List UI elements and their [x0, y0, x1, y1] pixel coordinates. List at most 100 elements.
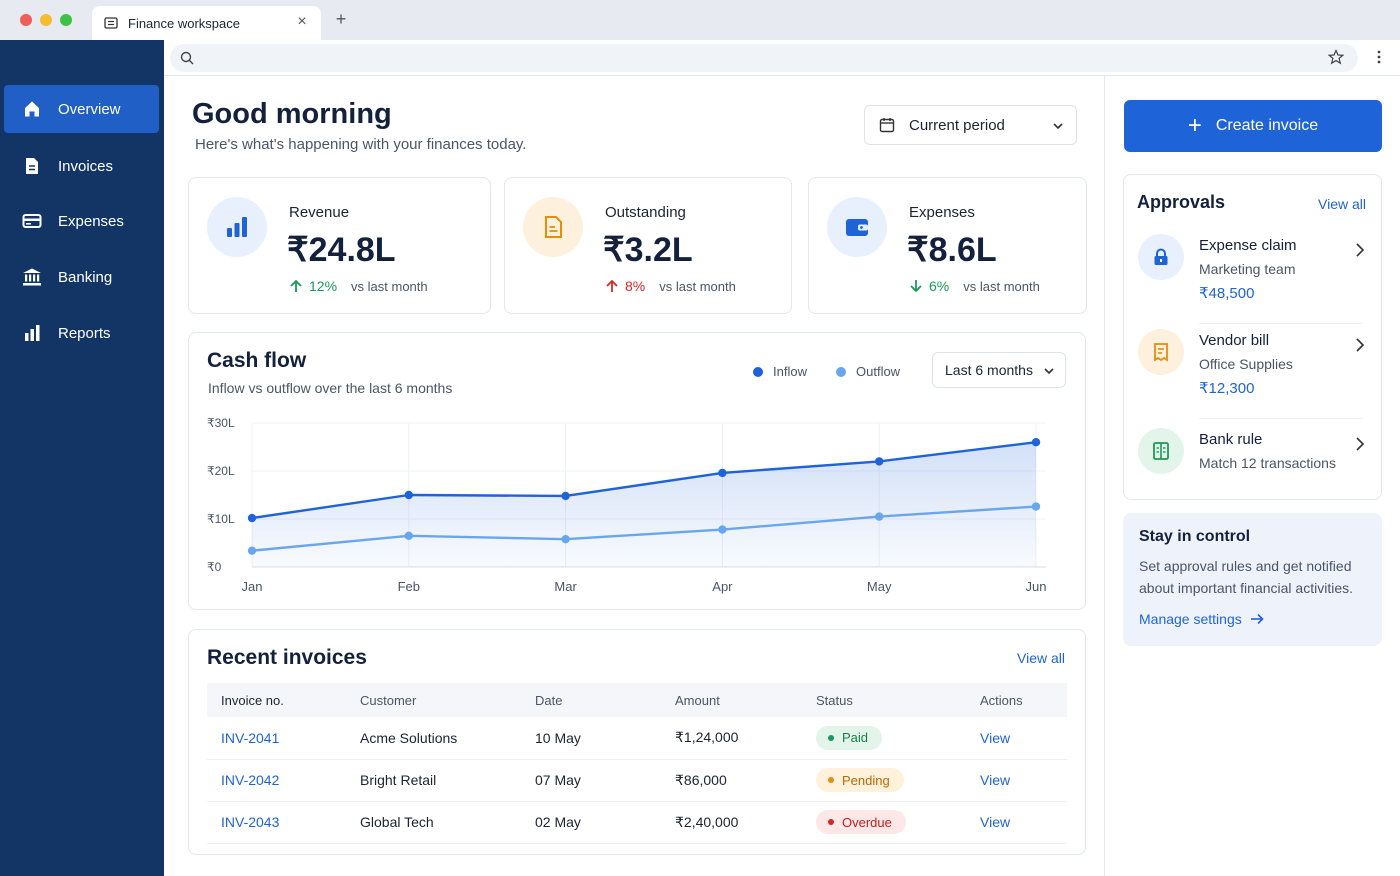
more-vertical-icon[interactable]: [1372, 49, 1386, 65]
stat-icon-circle: [523, 197, 583, 257]
arrow-right-icon: [1250, 613, 1264, 625]
status-text: Overdue: [842, 814, 892, 830]
column-header-actions: Actions: [980, 692, 1023, 708]
series-line-outflow: [251, 505, 1037, 552]
approval-icon-circle: [1138, 428, 1184, 474]
sidebar-item-invoices[interactable]: Invoices: [4, 142, 159, 190]
view-invoice-link[interactable]: View: [980, 729, 1011, 746]
data-point-outflow: [875, 512, 884, 521]
range-select[interactable]: Last 6 months: [932, 352, 1066, 388]
inflow-area: [252, 442, 1036, 567]
stat-trend: 12% vs last month: [289, 278, 428, 294]
stat-compare: vs last month: [963, 278, 1040, 294]
search-icon: [180, 51, 194, 65]
stat-change: 12%: [309, 278, 338, 294]
stat-label: Expenses: [909, 204, 975, 221]
y-tick-label: ₹20L: [207, 464, 235, 478]
invoice-id-link[interactable]: INV-2043: [221, 814, 280, 830]
range-select-value: Last 6 months: [945, 362, 1033, 378]
data-point-inflow: [718, 468, 727, 478]
approvals-view-all-link[interactable]: View all: [1318, 196, 1366, 212]
sidebar-item-label: Overview: [58, 100, 121, 118]
status-badge: Paid: [816, 725, 883, 750]
amount-cell: ₹1,24,000: [661, 717, 802, 760]
invoices-view-all-link[interactable]: View all: [1017, 650, 1065, 666]
view-invoice-link[interactable]: View: [980, 814, 1011, 830]
credit-card-icon: [22, 214, 42, 228]
invoice-id-link[interactable]: INV-2042: [221, 772, 280, 788]
status-dot: [828, 734, 834, 741]
customer-cell: Global Tech: [346, 801, 521, 844]
chevron-right-icon: [1356, 338, 1365, 352]
sidebar-item-overview[interactable]: Overview: [4, 85, 159, 133]
stat-card-outstanding: Outstanding ₹3.2L 8% vs last month: [504, 177, 792, 314]
sidebar-item-reports[interactable]: Reports: [4, 309, 159, 357]
chevron-down-icon: [1044, 368, 1054, 375]
data-point-outflow: [247, 546, 257, 555]
stat-label: Revenue: [289, 204, 350, 221]
approval-item-bank-rule[interactable]: Bank rule Match 12 transactions: [1124, 428, 1381, 484]
new-tab-button[interactable]: +: [335, 9, 347, 29]
legend-inflow-swatch: [753, 366, 763, 377]
recent-invoices-title: Recent invoices: [207, 646, 367, 669]
bookmark-star-icon[interactable]: [1328, 49, 1344, 65]
table-row: INV-2042 Bright Retail 07 May ₹86,000 Pendin…: [207, 759, 1067, 802]
arrow-up-icon: [606, 279, 618, 292]
minimize-window-button[interactable]: [40, 14, 52, 26]
create-invoice-button[interactable]: + Create invoice: [1124, 100, 1382, 152]
address-field[interactable]: [170, 44, 1358, 72]
approval-item-vendor-bill[interactable]: Vendor bill Office Supplies ₹12,300: [1124, 329, 1381, 419]
divider: [1199, 418, 1363, 419]
manage-settings-link[interactable]: Manage settings: [1139, 611, 1264, 627]
approval-amount: ₹12,300: [1199, 380, 1255, 397]
chevron-right-icon: [1356, 437, 1365, 451]
sidebar-item-expenses[interactable]: Expenses: [4, 197, 159, 245]
legend-outflow-label: Outflow: [856, 364, 901, 379]
period-select[interactable]: Current period: [864, 105, 1077, 145]
recent-invoices-card: Recent invoices View all Invoice no. Cus…: [188, 629, 1086, 855]
cashflow-chart: ₹0 ₹10L ₹20L ₹30L Jan Feb Mar Apr May Jun: [207, 416, 1046, 594]
approval-subtitle: Marketing team: [1199, 261, 1296, 277]
approval-amount: ₹48,500: [1199, 285, 1255, 302]
stay-title: Stay in control: [1139, 528, 1251, 545]
view-invoice-link[interactable]: View: [980, 772, 1011, 788]
chevron-down-icon: [1053, 123, 1063, 130]
series-line-inflow: [251, 441, 1037, 520]
maximize-window-button[interactable]: [60, 14, 72, 26]
bill-icon: [1154, 343, 1168, 362]
stat-icon-circle: [207, 197, 267, 257]
approval-icon-circle: [1138, 329, 1184, 375]
stat-value: ₹8.6L: [907, 231, 997, 269]
status-dot: [828, 777, 834, 783]
date: 10 May: [535, 729, 581, 746]
approval-subtitle: Match 12 transactions: [1199, 455, 1336, 471]
lock-icon: [1154, 248, 1168, 265]
sidebar-item-label: Banking: [58, 268, 113, 286]
stat-card-revenue: Revenue ₹24.8L 12% vs last month: [188, 177, 491, 314]
browser-tab[interactable]: Finance workspace ×: [92, 6, 321, 40]
stat-trend: 6% vs last month: [909, 278, 1040, 294]
customer: Bright Retail: [360, 772, 437, 788]
manage-settings-label: Manage settings: [1139, 611, 1242, 627]
table-header-row: Invoice no. Customer Date Amount Status …: [207, 683, 1067, 717]
status-dot: [828, 819, 834, 825]
date-cell: 10 May: [521, 717, 661, 760]
page-subtitle: Here's what's happening with your financ…: [195, 136, 527, 153]
approval-item-expense-claim[interactable]: Expense claim Marketing team ₹48,500: [1124, 234, 1381, 324]
close-window-button[interactable]: [20, 14, 32, 26]
invoice-id-link[interactable]: INV-2041: [221, 729, 280, 746]
x-tick-label: Feb: [398, 579, 420, 594]
approvals-title: Approvals: [1137, 192, 1226, 212]
legend-inflow-label: Inflow: [773, 364, 807, 379]
close-tab-icon[interactable]: ×: [297, 13, 307, 30]
data-point-inflow: [1031, 438, 1041, 447]
stat-compare: vs last month: [659, 278, 736, 294]
arrow-up-icon: [290, 279, 302, 292]
column-header-invoice: Invoice no.: [221, 692, 284, 708]
status-text: Paid: [842, 730, 869, 746]
date-cell: 02 May: [521, 801, 661, 844]
sidebar-item-banking[interactable]: Banking: [4, 253, 159, 301]
data-point-outflow: [718, 525, 727, 534]
plus-icon: +: [1187, 112, 1202, 139]
table-row: INV-2041 Acme Solutions 10 May ₹1,24,000 Pai…: [207, 717, 1067, 760]
